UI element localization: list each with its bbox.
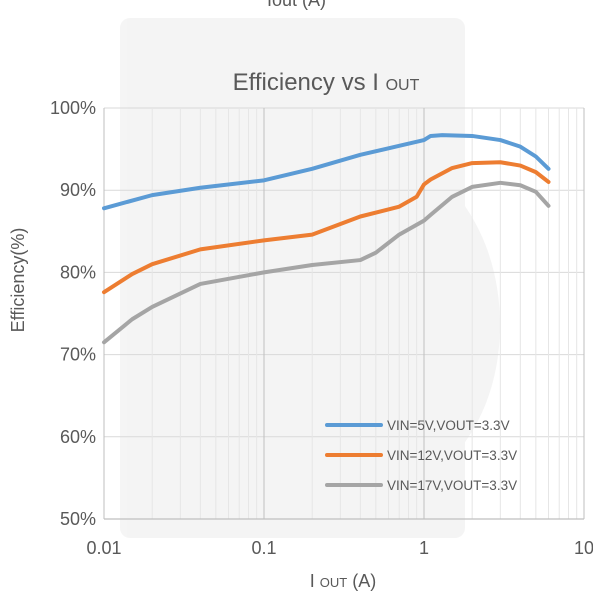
x-tick-label: 0.01 [86, 538, 121, 558]
legend: VIN=5V,VOUT=3.3V VIN=12V,VOUT=3.3V VIN=17V… [325, 418, 517, 493]
x-axis-label-main: I [310, 571, 315, 591]
chart-title-main: Efficiency vs I [233, 69, 379, 96]
x-tick-label: 0.1 [251, 538, 276, 558]
x-axis-label-unit: (A) [352, 571, 376, 591]
background-watermark [120, 18, 500, 538]
y-tick-label: 100% [50, 98, 96, 118]
chart-title-subscript: OUT [386, 77, 420, 94]
legend-label-1: VIN=5V,VOUT=3.3V [387, 418, 510, 433]
legend-label-2: VIN=12V,VOUT=3.3V [387, 448, 517, 463]
y-tick-label: 50% [60, 509, 96, 529]
x-axis-label: I OUT (A) [310, 571, 377, 591]
series-line-2 [102, 160, 551, 295]
series-line-1 [102, 133, 551, 211]
y-tick-label: 90% [60, 180, 96, 200]
chart-title: Efficiency vs I OUT [233, 69, 420, 96]
grid [103, 107, 585, 520]
y-tick-label: 60% [60, 427, 96, 447]
x-tick-label: 1 [419, 538, 429, 558]
clipped-top-axis-label: Iout (A) [266, 0, 327, 10]
legend-label-3: VIN=17V,VOUT=3.3V [387, 478, 517, 493]
tick-labels: 50% 60% 70% 80% 90% 100% 0.01 0.1 1 10 [50, 98, 593, 558]
series-lines [102, 133, 551, 345]
y-axis-label: Efficiency(%) [8, 228, 28, 333]
x-tick-label: 10 [574, 538, 593, 558]
y-tick-label: 80% [60, 262, 96, 282]
y-tick-label: 70% [60, 345, 96, 365]
x-axis-label-subscript: OUT [320, 575, 348, 590]
series-line-3 [102, 180, 551, 345]
